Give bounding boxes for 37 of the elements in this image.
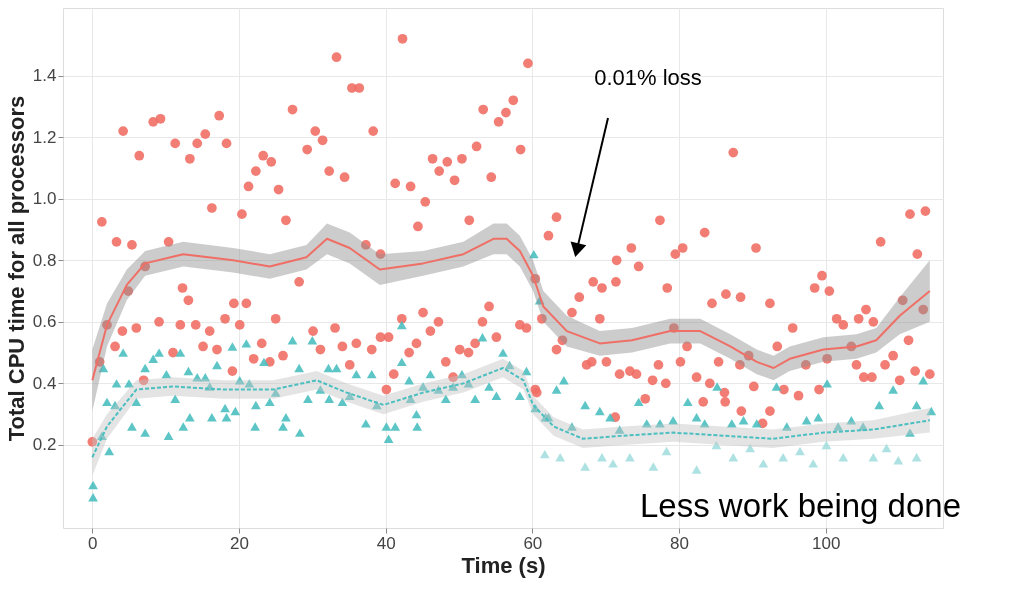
y-tick-label: 0.6 [32,312,57,332]
x-tick-label: 0 [88,533,98,553]
point [648,462,659,471]
annotation: Less work being done [639,487,961,524]
point [868,453,879,462]
point [881,443,892,453]
point [821,440,832,450]
point [795,446,805,456]
point [608,459,618,468]
point [758,459,769,468]
point [728,453,739,462]
x-axis-title: Time (s) [461,552,546,578]
point [808,459,819,468]
y-tick-label: 0.4 [32,373,57,393]
point [661,446,672,456]
y-tick-label: 1.0 [32,189,57,209]
y-tick-label: 1.2 [32,127,57,147]
line-series [91,237,931,382]
point [711,440,722,450]
x-tick-label: 40 [376,533,396,553]
x-tick-label: 80 [670,533,689,553]
y-tick-label: 1.4 [32,66,57,86]
point [911,453,922,462]
x-tick-label: 100 [811,533,841,553]
point [691,465,702,474]
annotation: 0.01% loss [594,65,702,90]
point [745,443,756,453]
point [838,453,849,462]
x-tick-label: 60 [523,533,543,553]
point [893,456,904,465]
point [555,453,566,462]
y-tick-label: 0.8 [32,250,57,270]
y-tick-label: 0.2 [32,435,57,455]
x-tick-label: 20 [230,533,249,553]
point [580,462,591,471]
point [539,449,550,459]
y-axis-title: Total CPU time for all processors [3,95,29,442]
